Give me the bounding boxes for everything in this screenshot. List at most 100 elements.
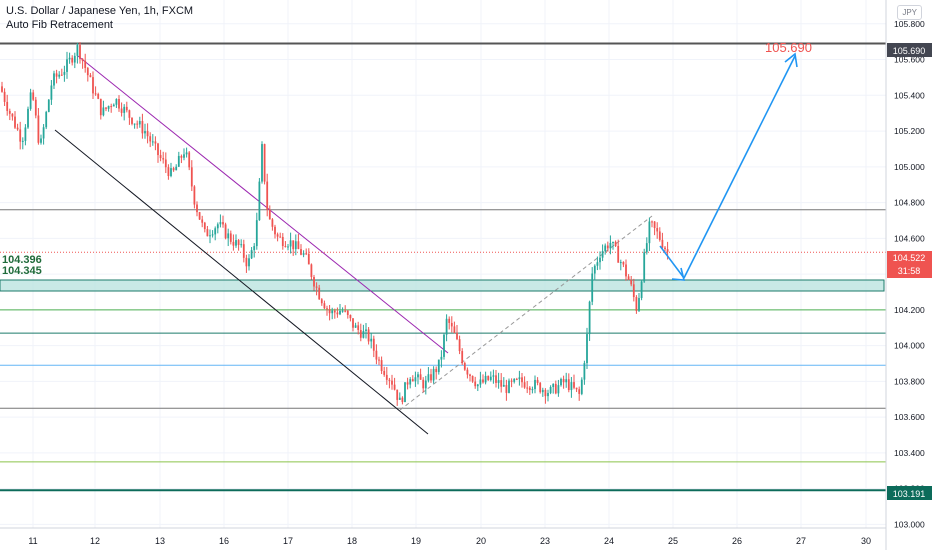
candle-body [539,382,542,393]
candle-body [128,110,131,118]
candle-body [638,298,640,311]
svg-text:104.522: 104.522 [893,253,926,263]
candle-body [489,376,492,380]
candle-body [271,219,274,227]
candle-body [508,380,510,393]
candle-body [284,246,287,248]
candle-body [365,329,367,332]
candle-body [320,299,323,304]
candle-body [99,98,102,116]
candle-body [541,389,544,393]
currency-button[interactable]: JPY [897,5,922,20]
candle-body [302,253,305,255]
candle-body [500,380,503,387]
candle-body [175,166,178,171]
candle-body [310,264,313,278]
candle-body [206,229,209,237]
x-axis-labels[interactable]: 11 12 13 16 17 18 19 20 23 24 25 26 27 30 [28,536,871,546]
candle-body [612,241,614,244]
x-tick-label: 12 [90,536,100,546]
candle-body [502,384,505,387]
candle-body [588,301,591,335]
candle-body [422,379,425,389]
candle-body [398,397,401,400]
candle-body [419,374,422,380]
candle-body [367,329,370,342]
candle-body [487,375,490,380]
candle-body [297,241,300,250]
candle-body [557,385,560,394]
candle-body [632,284,635,298]
candle-body [643,252,646,282]
candle-body [21,140,24,142]
candle-body [435,368,438,373]
candle-body [437,359,440,373]
candle-body [235,240,237,246]
candle-body [287,246,289,248]
x-tick-label: 18 [347,536,357,546]
candle-body [188,152,191,168]
candle-body [242,244,245,258]
candle-body [404,382,406,403]
candle-body [105,107,107,109]
candle-body [141,121,144,134]
candle-body [409,379,412,385]
candle-body [183,154,185,158]
candle-body [336,312,339,315]
candle-body [378,359,380,361]
candle-body [528,387,531,390]
candle-body [497,380,500,383]
candle-body [619,262,622,264]
candle-body [37,115,40,143]
candle-body [29,92,32,109]
x-tick-label: 16 [219,536,229,546]
upper-channel-line [77,55,449,354]
candle-body [190,167,193,187]
candle-body [274,226,276,235]
candle-body [593,265,596,274]
candle-body [60,74,63,76]
candle-body [448,318,451,323]
x-tick-label: 11 [28,536,37,546]
candle-body [370,338,373,342]
y-tick-label: 104.800 [894,198,925,208]
level-label-lower: 104.345 [2,265,42,277]
candle-body [73,55,76,63]
support-zone [0,279,885,292]
candle-body [627,276,630,280]
candle-body [323,303,326,309]
candle-body [391,380,393,385]
candle-body [625,264,627,277]
symbol-title[interactable]: U.S. Dollar / Japanese Yen, 1h, FXCM [6,5,194,17]
x-tick-label: 26 [732,536,742,546]
candle-body [58,74,61,77]
y-tick-label: 103.000 [894,519,925,529]
lower-channel-line [54,129,429,435]
y-tick-label: 105.800 [894,19,925,29]
candle-body [479,379,482,385]
indicator-name[interactable]: Auto Fib Retracement [6,19,113,31]
candle-body [331,310,334,314]
candle-body [357,325,360,330]
candle-body [458,339,461,352]
x-tick-label: 23 [540,536,550,546]
candle-body [209,235,211,237]
candle-body [245,257,248,267]
candle-body [307,253,310,265]
candle-body [583,363,586,380]
candle-body [664,247,666,250]
x-tick-label: 13 [155,536,165,546]
candle-body [531,389,534,391]
candle-body [250,250,253,259]
candle-body [120,108,123,113]
candle-body [346,310,349,315]
candle-body [474,381,477,387]
candle-body [601,251,604,258]
candle-body [216,224,219,229]
candle-body [68,57,71,60]
candle-body [172,168,175,171]
candle-body [414,377,417,382]
candle-body [201,219,204,223]
candle-body [495,375,497,383]
candle-body [34,99,37,116]
